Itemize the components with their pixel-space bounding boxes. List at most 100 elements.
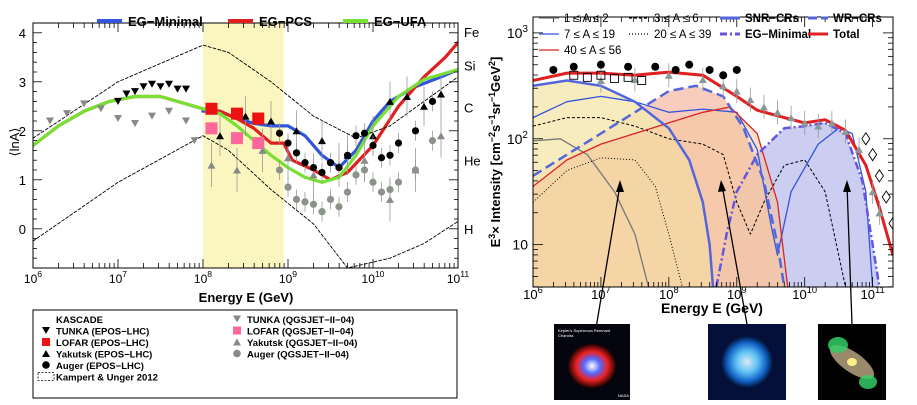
auger-epos-point-12 [377, 154, 386, 162]
tunka-point-3 [139, 83, 148, 91]
right-legend-label-3: WR−CRs [833, 13, 882, 25]
auger-epos-point-3 [301, 159, 309, 167]
left-xtick-label-4: 1010 [362, 269, 385, 286]
right-ytick-label-1-exp: 2 [522, 130, 528, 141]
grey-triangle-3 [698, 75, 707, 83]
auger-qgs-point-6 [326, 195, 335, 203]
legend-marker-5 [37, 372, 55, 381]
right-legend-label-4: 7 ≤ A ≤ 19 [564, 29, 615, 41]
grey-triangle-11 [814, 122, 823, 130]
right-xtick-label-3: 109 [727, 285, 747, 302]
legend-label-4: Auger (EPOS−LHC) [56, 361, 144, 372]
tunka-point-6 [165, 80, 173, 88]
kascade-point-1 [63, 110, 71, 118]
yakutsk-epos-point-9 [420, 102, 428, 110]
grey-triangle-6 [746, 96, 755, 104]
yakutsk-epos-point-7 [386, 97, 394, 105]
legend-marker-2 [42, 338, 50, 346]
legend-marker-6 [233, 315, 241, 323]
highlight-energy-band [203, 23, 284, 268]
left-xtick-label-4-exp: 10 [375, 269, 385, 279]
kascade-point-8 [182, 117, 190, 125]
grey-triangle-2 [664, 71, 673, 79]
yakutsk-epos-point-3 [292, 127, 301, 135]
auger-qgs-point-4 [309, 200, 318, 208]
grey-triangle-9 [787, 114, 796, 122]
left-xtick-label-4-base: 10 [362, 272, 376, 286]
open-diamond-4 [888, 216, 893, 231]
grey-triangle-13 [841, 127, 850, 135]
right-legend: 1 ≤ A ≤ 2 3 ≤ A ≤ 6 SNR−CRs WR−CRs 7 ≤ A ≤ 1… [539, 13, 882, 57]
kascade-point-5 [131, 119, 139, 127]
left-y-ticks: 0 1 2 3 4 [19, 22, 458, 269]
tunka-point-1 [122, 90, 131, 98]
right-ytick-label-0: 10 [512, 237, 528, 253]
left-xtick-label-1-exp: 7 [122, 269, 127, 279]
ylabel-unit-part-0: s [488, 125, 503, 132]
galaxy-jet-image [818, 324, 886, 400]
open-diamond-2 [874, 169, 884, 183]
left-xtick-label-1: 107 [109, 269, 127, 286]
tunka-point-2 [131, 88, 139, 96]
kascade-point-7 [165, 107, 173, 115]
tunka-point-0 [114, 97, 122, 105]
auger-qgs-point-12 [377, 188, 386, 196]
top-legend-label-2: EG−UFA [374, 14, 427, 29]
yakutsk-qgs-point-3 [284, 154, 292, 162]
open-square-0 [569, 70, 579, 80]
left-top-legend: EG−Minimal EG−PCS EG−UFA [97, 14, 427, 29]
yakutsk-qgs-point-9 [437, 132, 445, 140]
left-xtick-label-1-base: 10 [109, 272, 123, 286]
right-ytick-label-2-exp: 3 [522, 24, 528, 35]
right-xtick-label-0-exp: 6 [538, 285, 543, 295]
tunka-point-8 [182, 85, 190, 93]
legend-label-1: TUNKA (EPOS−LHC) [56, 327, 149, 338]
legend-marker-1 [42, 327, 50, 334]
left-xtick-label-3-base: 10 [279, 272, 293, 286]
left-xtick-label-3-exp: 9 [292, 269, 297, 279]
legend-label-7: LOFAR (QGSJET−II−04) [247, 327, 354, 338]
grey-triangle-1 [630, 75, 639, 83]
left-xtick-label-2-exp: 8 [207, 269, 212, 279]
auger-epos-point-10 [360, 129, 369, 137]
galaxy-core [847, 358, 857, 366]
top-legend-label-0: EG−Minimal [128, 14, 203, 29]
ylabel-unit-exp-1: −1 [487, 115, 497, 125]
element-label-3: He [464, 154, 481, 169]
spectrum-curve-4 [533, 138, 650, 287]
grey-triangle-15 [868, 188, 877, 196]
region-heavy-overlap [533, 107, 788, 287]
ylabel-main: E [488, 238, 503, 247]
black-circle-8 [719, 71, 728, 80]
spectrum-curve-2 [533, 84, 786, 287]
tunka-point-4 [148, 80, 156, 88]
ylabel-unit-exp-2: −1 [487, 92, 497, 102]
kascade-point-0 [46, 117, 54, 125]
auger-epos-point-16 [428, 97, 437, 105]
grey-triangle-4 [719, 82, 728, 90]
kascade-point-2 [80, 100, 88, 108]
legend-label-2: LOFAR (EPOS−LHC) [56, 338, 149, 349]
auger-qgs-point-2 [292, 195, 301, 203]
grey-triangle-8 [773, 108, 782, 116]
right-legend-label-6: EG−Minimal [745, 29, 811, 41]
open-square-1 [582, 72, 592, 82]
lnA-curve-4 [33, 135, 458, 268]
open-square-2 [596, 70, 606, 80]
left-xtick-label-5-exp: 11 [460, 269, 469, 279]
lofar-qgs-point-0 [205, 122, 218, 135]
kascade-point-9 [190, 137, 199, 145]
auger-qgs-point-3 [301, 198, 309, 206]
galaxy-lobe-1 [828, 337, 848, 353]
yakutsk-epos-point-1 [241, 112, 250, 120]
black-circle-4 [651, 62, 660, 71]
black-circle-1 [569, 62, 578, 71]
right-ytick-label-1: 102 [507, 130, 529, 147]
legend-label-9: Auger (QGSJET−II−04) [247, 350, 349, 361]
left-ytick-label-0: 0 [19, 222, 26, 237]
kascade-point-4 [114, 115, 122, 123]
left-xtick-label-0-exp: 6 [37, 269, 42, 279]
spectrum-curve-1 [533, 79, 715, 287]
right-xtick-label-2-exp: 8 [673, 285, 678, 295]
